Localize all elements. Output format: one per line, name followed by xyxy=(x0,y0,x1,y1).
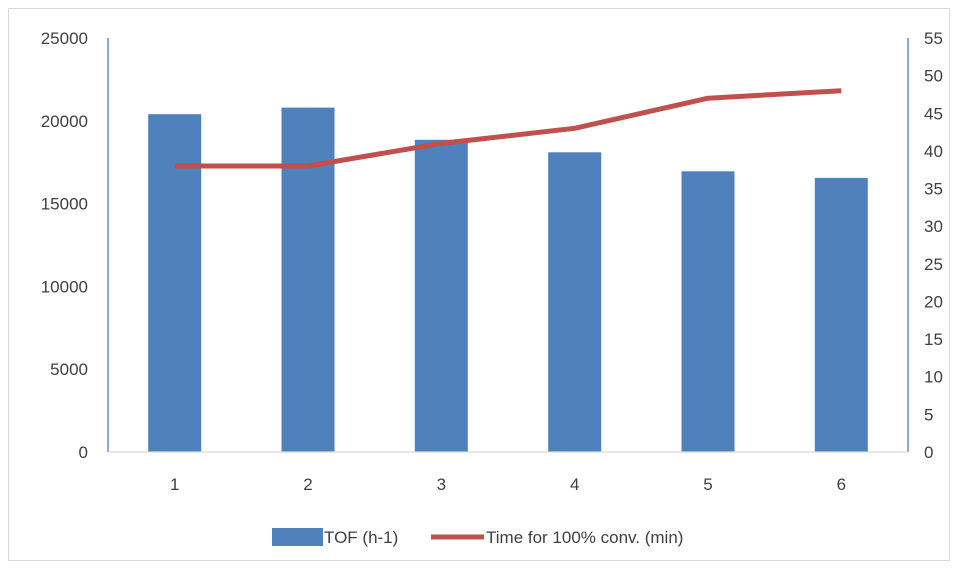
left-tick-label-5000: 5000 xyxy=(50,360,88,379)
bar-tof-5 xyxy=(681,171,735,453)
x-tick-label-5: 5 xyxy=(703,475,712,494)
right-tick-label-55: 55 xyxy=(924,29,943,48)
right-tick-label-30: 30 xyxy=(924,217,943,236)
x-tick-label-6: 6 xyxy=(837,475,846,494)
right-tick-label-25: 25 xyxy=(924,255,943,274)
bar-tof-2 xyxy=(281,107,335,452)
line-time-for-conversion xyxy=(174,88,842,169)
legend-label-time: Time for 100% conv. (min) xyxy=(486,528,683,547)
x-tick-label-2: 2 xyxy=(303,475,312,494)
right-tick-label-40: 40 xyxy=(924,142,943,161)
bar-tof-1 xyxy=(148,114,202,452)
bar-tof-6 xyxy=(814,177,868,452)
right-tick-label-50: 50 xyxy=(924,67,943,86)
bar-tof-3 xyxy=(414,139,468,453)
right-tick-label-20: 20 xyxy=(924,293,943,312)
plot-area: 0500010000150002000025000051015202530354… xyxy=(41,29,943,494)
x-tick-label-4: 4 xyxy=(570,475,579,494)
x-tick-label-1: 1 xyxy=(170,475,179,494)
left-tick-label-10000: 10000 xyxy=(41,277,88,296)
left-tick-label-25000: 25000 xyxy=(41,29,88,48)
left-tick-label-15000: 15000 xyxy=(41,195,88,214)
legend-swatch-tof xyxy=(272,528,323,546)
right-tick-label-35: 35 xyxy=(924,180,943,199)
x-tick-label-3: 3 xyxy=(437,475,446,494)
right-tick-label-45: 45 xyxy=(924,104,943,123)
left-tick-label-0: 0 xyxy=(79,443,88,462)
right-tick-label-15: 15 xyxy=(924,330,943,349)
left-tick-label-20000: 20000 xyxy=(41,112,88,131)
legend-label-tof: TOF (h-1) xyxy=(324,528,398,547)
right-tick-label-10: 10 xyxy=(924,368,943,387)
legend: TOF (h-1) Time for 100% conv. (min) xyxy=(272,528,683,547)
right-tick-label-5: 5 xyxy=(924,405,933,424)
bar-tof-4 xyxy=(548,152,602,453)
right-tick-label-0: 0 xyxy=(924,443,933,462)
